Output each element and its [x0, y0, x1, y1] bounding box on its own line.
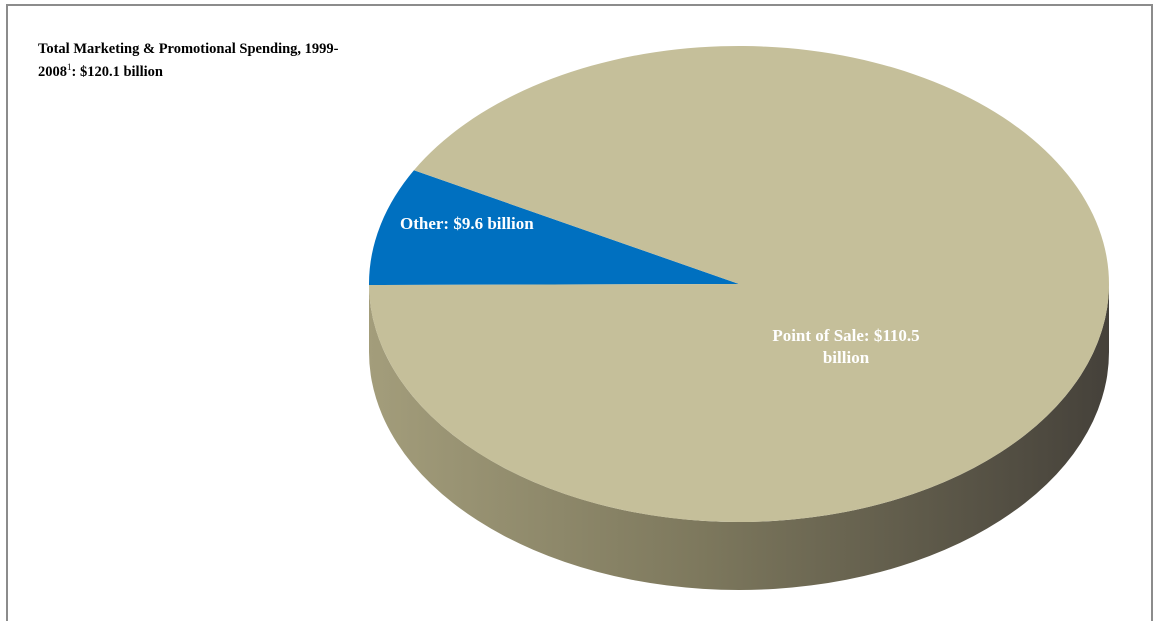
label-point-of-sale-line: Point of Sale: $110.5: [772, 326, 919, 345]
label-point-of-sale-line: billion: [823, 348, 870, 367]
label-other: Other: $9.6 billion: [400, 214, 534, 233]
